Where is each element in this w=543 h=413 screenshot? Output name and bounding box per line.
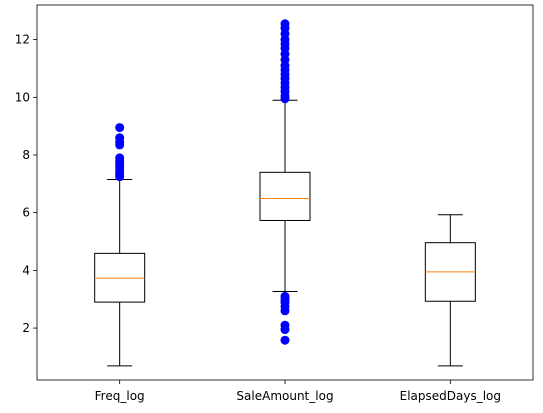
box-group-Freq_log [94,123,146,367]
y-tick-label: 4 [22,263,30,277]
box-group-SaleAmount_log [259,19,311,345]
outlier-point [280,291,290,301]
x-tick-label: ElapsedDays_log [400,389,501,403]
x-tick-label: SaleAmount_log [236,389,333,403]
box-group-ElapsedDays_log [424,214,476,367]
y-tick-label: 12 [15,33,30,47]
plot-area [94,19,476,367]
iqr-box [259,171,311,221]
outlier-point [280,19,290,29]
x-axis: Freq_log SaleAmount_log ElapsedDays_log [95,380,501,403]
y-tick-label: 10 [15,90,30,104]
x-tick-label: Freq_log [95,389,145,403]
outlier-point [115,153,125,163]
y-tick-label: 6 [22,206,30,220]
y-tick-label: 2 [22,321,30,335]
y-axis: 2 4 6 8 10 12 [15,33,37,335]
outlier-point [115,123,125,133]
outlier-point [280,320,290,330]
outlier-point [280,335,290,345]
outlier-point [115,133,125,143]
y-tick-label: 8 [22,148,30,162]
